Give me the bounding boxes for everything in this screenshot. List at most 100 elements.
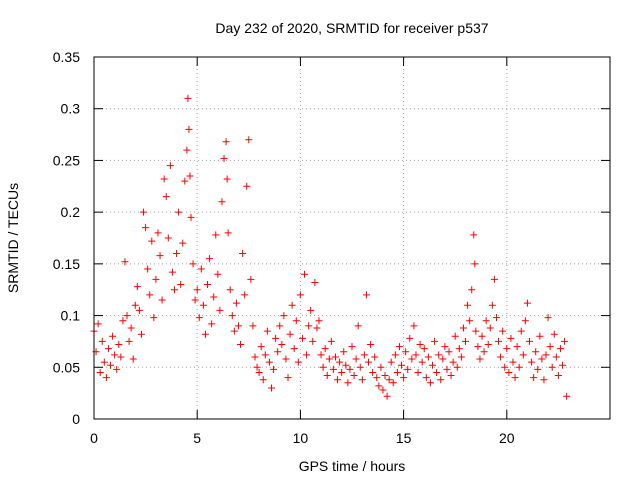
data-point [471,260,479,268]
data-point [204,281,212,289]
data-point [369,368,377,376]
data-point [346,365,354,373]
data-point [214,270,222,278]
data-point [402,348,410,356]
data-point [94,320,102,328]
data-point [354,322,362,330]
data-point [249,322,257,330]
data-point [168,268,176,276]
data-point [119,317,127,325]
data-point [340,348,348,356]
data-point [342,361,350,369]
data-point [385,376,393,384]
data-point [186,172,194,180]
y-tick-label: 0.05 [53,359,80,375]
data-point [408,355,416,363]
data-point [241,291,249,299]
data-point [530,374,538,382]
data-point [400,374,408,382]
data-point [177,281,185,289]
data-point [433,368,441,376]
data-point [100,358,108,366]
data-point [98,337,106,345]
data-point [247,275,255,283]
data-point [441,343,449,351]
data-point [435,351,443,359]
data-point [144,265,152,273]
data-point [505,368,513,376]
data-point [414,368,422,376]
data-point [251,353,259,361]
data-point [220,154,228,162]
data-point [544,314,552,322]
data-point [162,193,170,201]
data-point [420,345,428,353]
data-point [468,286,476,294]
data-point [439,355,447,363]
data-point [426,379,434,387]
data-point [511,374,519,382]
data-point [284,374,292,382]
data-point [212,231,220,239]
data-point [276,322,284,330]
data-point [393,368,401,376]
data-point [523,299,531,307]
data-point [280,312,288,320]
data-point [253,363,261,371]
data-point [492,314,500,322]
data-point [365,358,373,366]
y-tick-label: 0.3 [61,101,81,117]
data-point [133,283,141,291]
data-point [303,351,311,359]
data-point [358,376,366,384]
data-point [462,337,470,345]
data-point [148,237,156,245]
x-tick-label: 10 [293,430,309,446]
data-point [263,327,271,335]
data-point [321,345,329,353]
data-point [554,372,562,380]
data-point [410,322,418,330]
data-point [398,361,406,369]
data-point [123,312,131,320]
data-point [509,358,517,366]
data-point [109,332,117,340]
data-point [503,345,511,353]
data-point [548,363,556,371]
data-point [383,392,391,400]
data-point [164,234,172,242]
data-point [348,343,356,351]
data-point [379,386,387,394]
data-point [286,330,294,338]
data-point [216,306,224,314]
data-point [422,374,430,382]
data-point [445,348,453,356]
data-point [290,345,298,353]
data-point [131,301,139,309]
data-point [272,334,280,342]
data-point [532,348,540,356]
data-point [534,365,542,373]
data-point [528,358,536,366]
data-point [298,334,306,342]
data-point [292,317,300,325]
data-point [526,337,534,345]
data-point [208,320,216,328]
data-point [455,345,463,353]
data-point [150,314,158,322]
data-point [278,341,286,349]
data-point [431,337,439,345]
data-point [536,332,544,340]
data-point [158,296,166,304]
y-tick-label: 0.35 [53,49,80,65]
data-point [127,324,135,332]
data-point [104,345,112,353]
data-point [453,363,461,371]
data-point [480,348,488,356]
data-point [356,363,364,371]
data-point [309,337,317,345]
data-point [142,224,150,232]
data-point [125,337,133,345]
data-point [135,306,143,314]
